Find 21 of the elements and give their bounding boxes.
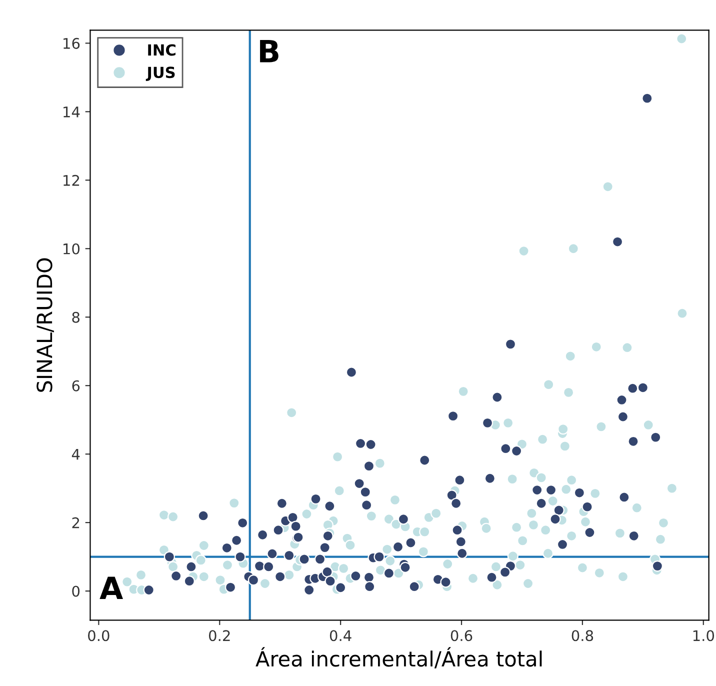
x-tick-label: 0.4 <box>330 630 352 642</box>
x-tick-label: 0.6 <box>450 630 472 642</box>
y-tick-label: 14 <box>64 106 80 118</box>
legend-label: JUS <box>146 66 175 82</box>
x-tick-label: 1.0 <box>693 630 714 642</box>
y-tick-label: 12 <box>64 174 80 186</box>
x-tick-label: 0.0 <box>88 630 110 642</box>
y-tick-label: 2 <box>72 517 80 528</box>
annotation: B <box>260 40 278 62</box>
x-axis-title: Área incremental/Área total <box>256 647 542 668</box>
annotation: A <box>100 576 123 600</box>
y-tick-label: 6 <box>72 380 80 392</box>
legend-label: INC <box>148 44 176 56</box>
y-tick-label: 10 <box>64 243 80 254</box>
y-tick-label: 4 <box>72 448 80 460</box>
y-axis-title: SINAL/RUIDO <box>36 258 54 392</box>
y-tick-label: 8 <box>72 312 80 323</box>
y-tick-label: 16 <box>64 38 80 49</box>
x-tick-label: 0.2 <box>208 630 230 642</box>
y-tick-label: 0 <box>72 586 80 597</box>
x-tick-label: 0.8 <box>572 630 594 642</box>
